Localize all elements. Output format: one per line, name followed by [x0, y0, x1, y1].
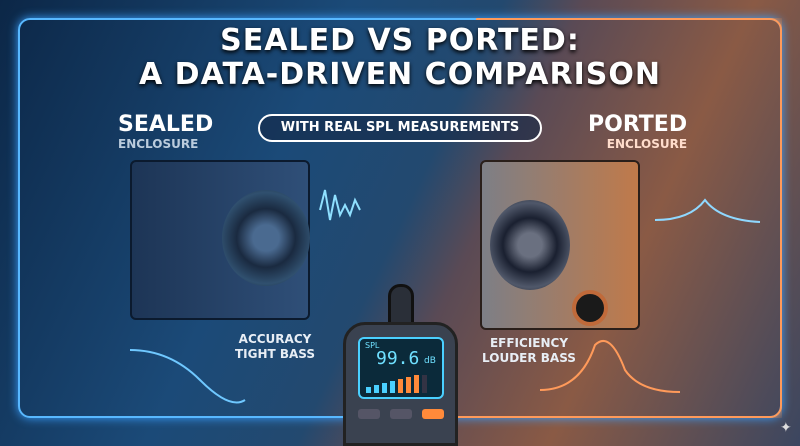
level-bar [374, 385, 379, 393]
microphone [388, 284, 414, 326]
title: SEALED VS PORTED: A DATA-DRIVEN COMPARISO… [0, 24, 800, 92]
subtitle-pill: WITH REAL SPL MEASUREMENTS [258, 114, 542, 142]
waveform-icon [319, 189, 361, 221]
sealed-trait-2: TIGHT BASS [234, 347, 316, 361]
level-bar [382, 383, 387, 393]
meter-button-left[interactable] [358, 409, 380, 419]
meter-button-right[interactable] [422, 409, 444, 419]
level-bar [414, 375, 419, 393]
ported-label: PORTED ENCLOSURE [588, 112, 687, 151]
spl-meter: SPL 99.6 dB [343, 322, 458, 446]
orange-frame [361, 18, 782, 418]
level-bar [398, 379, 403, 393]
ported-response-curve [539, 339, 681, 393]
sealed-speaker [222, 190, 310, 286]
sealed-response-curve [129, 349, 246, 404]
ported-speaker [490, 200, 570, 290]
sparkle-icon: ✦ [780, 420, 792, 436]
level-bar [406, 377, 411, 393]
meter-button-middle[interactable] [390, 409, 412, 419]
sealed-trait-1: ACCURACY [238, 332, 312, 346]
sealed-heading: SEALED [118, 112, 214, 137]
title-line-1: SEALED VS PORTED: [220, 23, 580, 58]
level-bar [390, 381, 395, 393]
sealed-traits: ACCURACY TIGHT BASS [225, 332, 325, 362]
ported-trait-2: LOUDER BASS [482, 351, 576, 365]
level-bar [422, 375, 427, 393]
ported-heading: PORTED [588, 112, 688, 137]
ported-sub: ENCLOSURE [606, 137, 688, 151]
meter-screen: SPL 99.6 dB [358, 337, 444, 399]
sealed-sub: ENCLOSURE [118, 137, 199, 151]
level-bar [366, 387, 371, 393]
ported-traits: EFFICIENCY LOUDER BASS [476, 336, 582, 366]
meter-label: SPL [365, 341, 380, 350]
ported-trait-1: EFFICIENCY [489, 336, 569, 350]
port-icon [572, 290, 608, 326]
title-line-2: A DATA-DRIVEN COMPARISON [139, 57, 661, 92]
meter-reading: 99.6 [376, 348, 420, 369]
sealed-label: SEALED ENCLOSURE [118, 112, 213, 151]
meter-unit: dB [424, 356, 436, 366]
response-curve-right [654, 198, 761, 223]
